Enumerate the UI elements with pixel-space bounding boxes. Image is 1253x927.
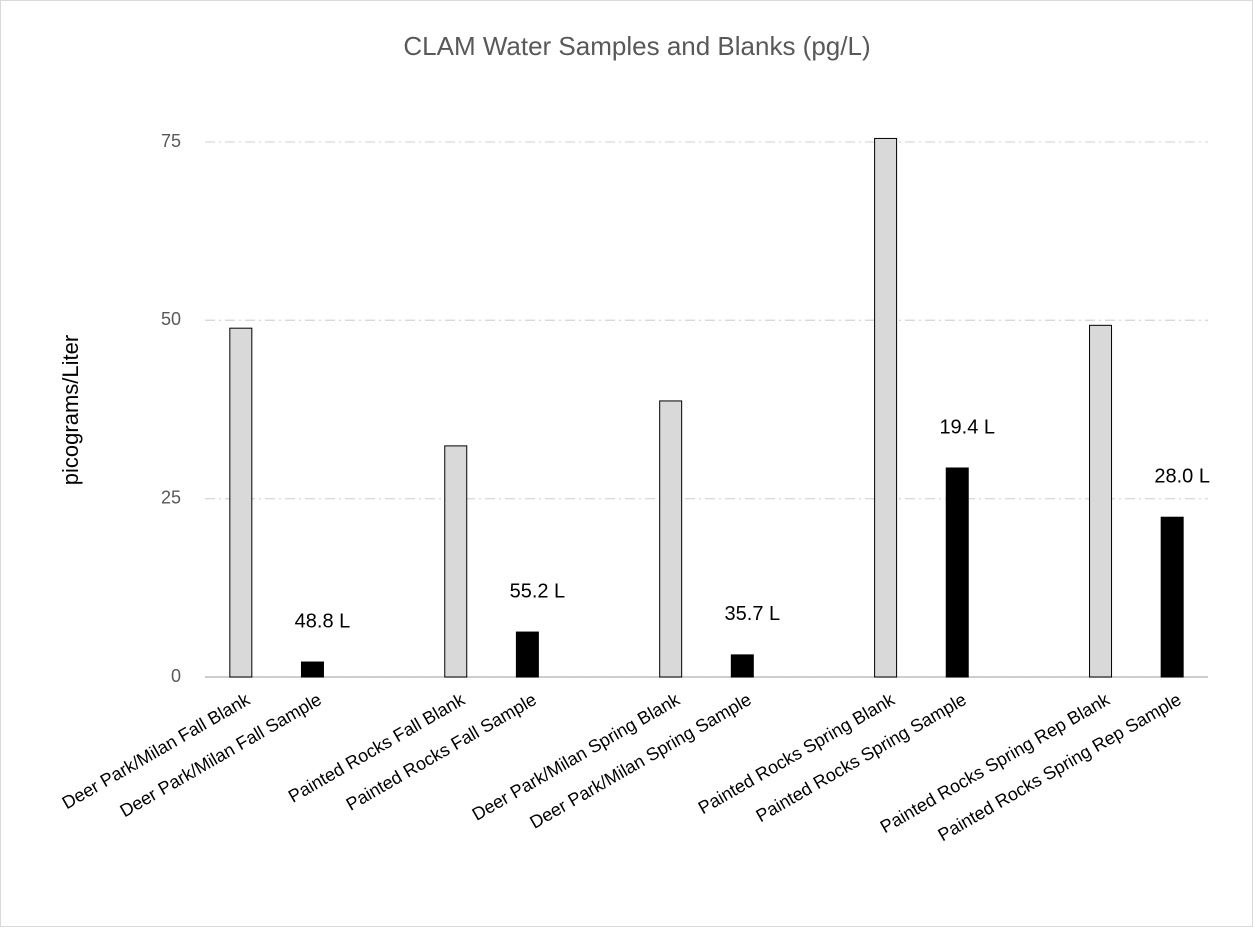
bar bbox=[300, 661, 324, 678]
bar bbox=[1089, 324, 1113, 678]
bar bbox=[444, 445, 468, 678]
y-tick-label: 75 bbox=[161, 131, 181, 151]
bar bbox=[945, 467, 969, 678]
bar-annotation: 19.4 L bbox=[939, 416, 995, 438]
bar bbox=[515, 631, 539, 678]
bar bbox=[229, 327, 253, 678]
chart-title: CLAM Water Samples and Blanks (pg/L) bbox=[403, 31, 870, 61]
y-tick-label: 50 bbox=[161, 309, 181, 329]
bar bbox=[874, 137, 898, 678]
bar-annotation: 48.8 L bbox=[295, 610, 351, 632]
bar-annotation: 28.0 L bbox=[1154, 465, 1210, 487]
bar bbox=[659, 400, 683, 678]
y-tick-label: 25 bbox=[161, 487, 181, 507]
bar-annotation: 35.7 L bbox=[725, 603, 781, 625]
y-tick-label: 0 bbox=[171, 666, 181, 686]
bar bbox=[1160, 516, 1184, 678]
y-axis-label: picograms/Liter bbox=[58, 335, 83, 485]
bar bbox=[730, 654, 754, 678]
bar-annotation: 55.2 L bbox=[510, 580, 566, 602]
